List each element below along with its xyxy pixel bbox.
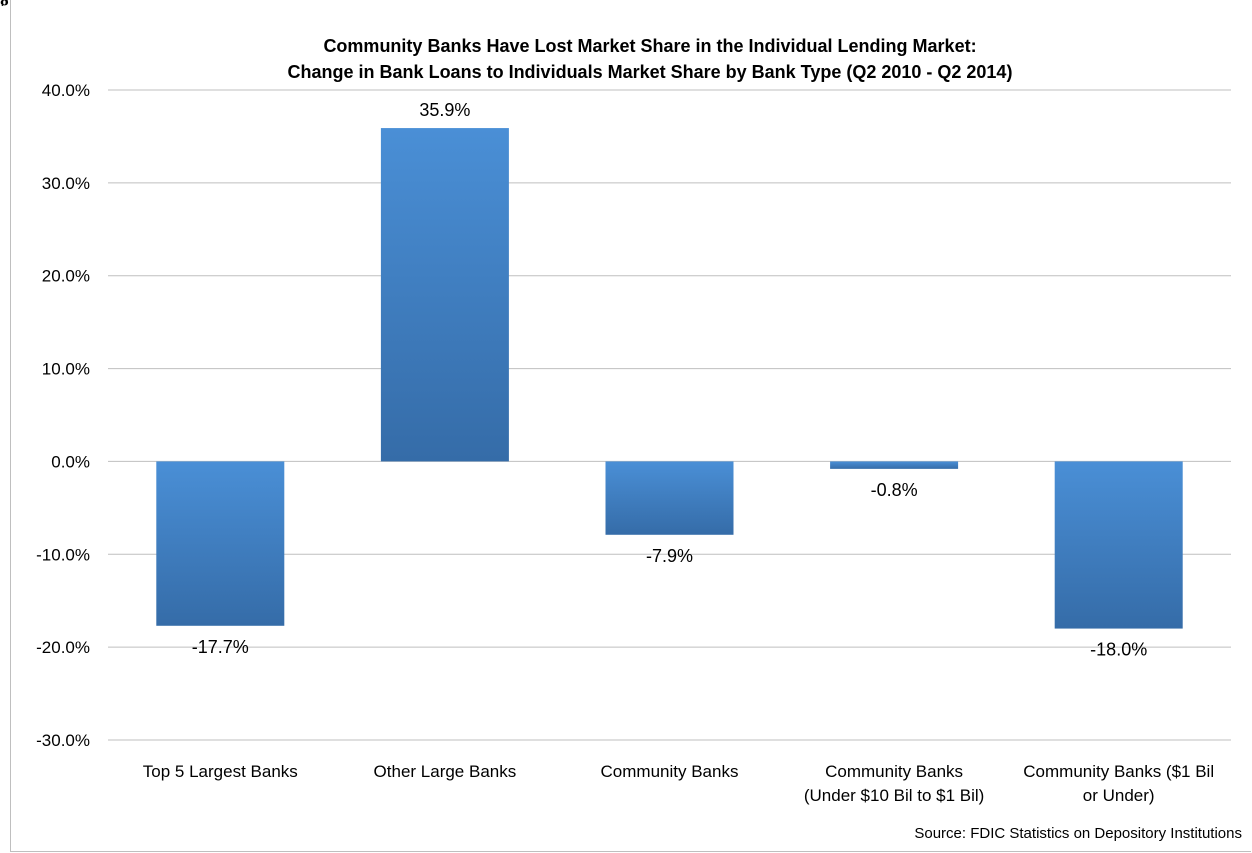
gridlines [108,89,1231,741]
data-label: -0.8% [871,480,918,500]
x-tick-label: Community Banks [601,762,739,781]
x-tick-label: Community Banks [825,762,963,781]
y-tick-label: 10.0% [42,360,90,379]
x-tick-label: Community Banks ($1 Bil [1023,762,1214,781]
x-axis-category-labels: Top 5 Largest Banks Other Large Banks Comm… [143,762,1214,805]
y-tick-label: 30.0% [42,174,90,193]
x-tick-label: (Under $10 Bil to $1 Bil) [804,786,984,805]
data-label: 35.9% [419,100,470,120]
y-tick-label: -10.0% [36,545,90,564]
chart-frame [10,0,1251,852]
x-tick-label: or Under) [1083,786,1155,805]
y-axis-tick-labels: 40.0% 30.0% 20.0% 10.0% 0.0% -10.0% -20.0% -30.… [36,81,90,750]
y-tick-label: 40.0% [42,81,90,100]
figure-label-fragment: g [0,0,14,6]
data-label: -17.7% [192,637,249,657]
bar [1054,461,1183,629]
y-tick-label: 0.0% [51,452,90,471]
bars [156,128,1183,629]
chart-title-line-1: Community Banks Have Lost Market Share i… [323,36,976,56]
y-tick-label: -20.0% [36,638,90,657]
bar [156,461,285,626]
y-tick-label: -30.0% [36,731,90,750]
source-note: Source: FDIC Statistics on Depository In… [914,825,1242,842]
x-tick-label: Top 5 Largest Banks [143,762,298,781]
bar [380,128,509,462]
bar [830,461,959,469]
chart-title-line-2: Change in Bank Loans to Individuals Mark… [288,62,1013,82]
bar [605,461,734,535]
y-tick-label: 20.0% [42,267,90,286]
data-label: -18.0% [1090,640,1147,660]
data-label: -7.9% [646,546,693,566]
data-labels: -17.7% 35.9% -7.9% -0.8% -18.0% [192,100,1147,660]
x-tick-label: Other Large Banks [374,762,517,781]
